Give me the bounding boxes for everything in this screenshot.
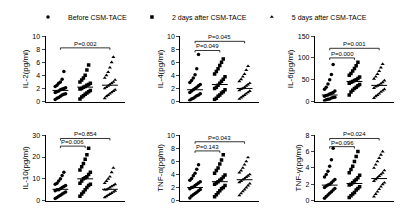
- svg-text:TNF-γ(pg/ml): TNF-γ(pg/ml): [294, 144, 303, 191]
- svg-text:IL-2(pg/ml): IL-2(pg/ml): [21, 49, 30, 88]
- svg-text:8: 8: [171, 46, 175, 53]
- svg-text:10: 10: [32, 175, 40, 182]
- svg-text:0: 0: [306, 98, 310, 105]
- svg-text:TNF-α(pg/ml): TNF-α(pg/ml): [156, 144, 165, 192]
- svg-text:4: 4: [36, 72, 40, 79]
- svg-text:0: 0: [171, 197, 175, 204]
- svg-text:8: 8: [171, 145, 175, 152]
- svg-text:P=0.854: P=0.854: [74, 131, 97, 137]
- svg-text:2: 2: [171, 184, 175, 191]
- svg-text:150: 150: [298, 33, 310, 40]
- svg-text:IL-10(pg/ml): IL-10(pg/ml): [21, 146, 30, 189]
- svg-text:P=0.024: P=0.024: [343, 131, 366, 137]
- svg-text:P=0.001: P=0.001: [343, 41, 366, 47]
- svg-text:8: 8: [306, 132, 310, 139]
- svg-text:10: 10: [167, 132, 175, 139]
- svg-text:2: 2: [306, 181, 310, 188]
- svg-text:0: 0: [36, 98, 40, 105]
- svg-text:20: 20: [32, 153, 40, 160]
- svg-text:2 days after CSM-TACE: 2 days after CSM-TACE: [172, 14, 247, 22]
- svg-text:P=0.143: P=0.143: [196, 144, 219, 150]
- svg-text:5 days after CSM-TACE: 5 days after CSM-TACE: [292, 14, 367, 22]
- svg-text:P=0.096: P=0.096: [331, 140, 354, 146]
- svg-text:6: 6: [171, 158, 175, 165]
- svg-text:10: 10: [167, 33, 175, 40]
- svg-text:Before CSM-TACE: Before CSM-TACE: [68, 14, 127, 21]
- svg-text:P=0.045: P=0.045: [208, 34, 231, 40]
- svg-text:2: 2: [171, 85, 175, 92]
- svg-text:P=0.002: P=0.002: [74, 41, 97, 47]
- svg-text:P=0.043: P=0.043: [208, 135, 231, 141]
- svg-text:6: 6: [306, 148, 310, 155]
- svg-text:0: 0: [36, 197, 40, 204]
- svg-text:6: 6: [36, 59, 40, 66]
- svg-text:IL-4(pg/ml): IL-4(pg/ml): [156, 49, 165, 88]
- svg-text:0: 0: [306, 197, 310, 204]
- svg-text:2: 2: [36, 85, 40, 92]
- svg-text:4: 4: [171, 72, 175, 79]
- svg-text:6: 6: [171, 59, 175, 66]
- svg-text:30: 30: [32, 132, 40, 139]
- svg-text:IL-6(pg/ml): IL-6(pg/ml): [286, 49, 295, 88]
- svg-text:P=0.000: P=0.000: [331, 51, 354, 57]
- svg-text:4: 4: [171, 171, 175, 178]
- svg-text:50: 50: [302, 76, 310, 83]
- svg-text:10: 10: [32, 33, 40, 40]
- svg-text:4: 4: [306, 164, 310, 171]
- svg-text:P=0.049: P=0.049: [196, 43, 219, 49]
- svg-text:8: 8: [36, 46, 40, 53]
- svg-text:P=0.006: P=0.006: [61, 139, 84, 145]
- svg-text:0: 0: [171, 98, 175, 105]
- svg-text:100: 100: [298, 54, 310, 61]
